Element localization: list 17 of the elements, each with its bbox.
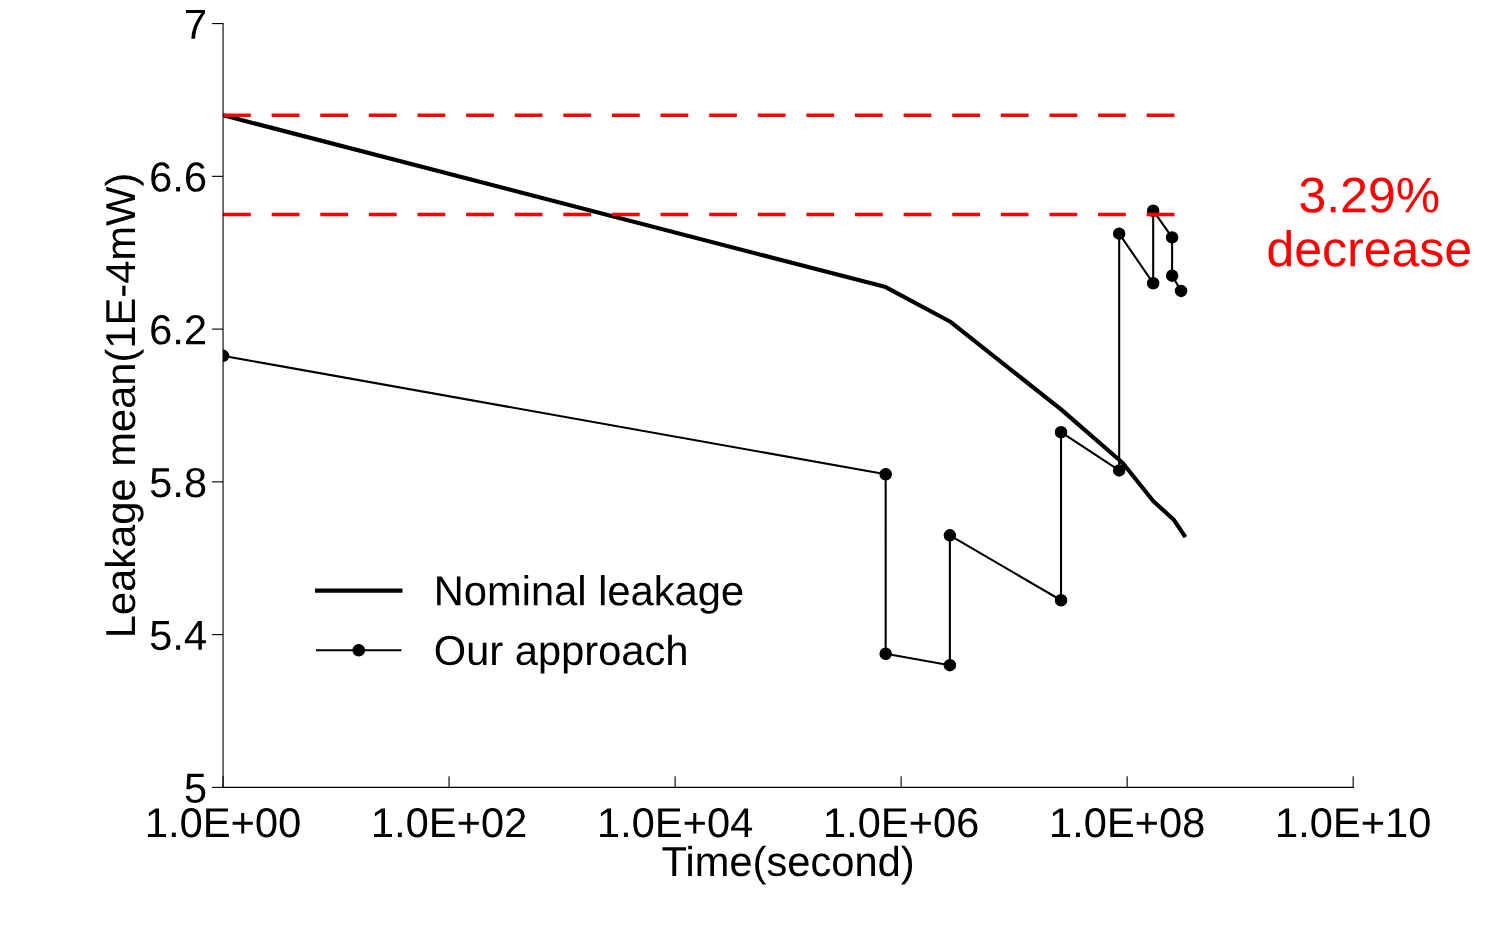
legend-label: Nominal leakage — [437, 575, 743, 614]
x-tick-label: 1.0E+10 — [1278, 807, 1430, 838]
y-tick-label: 5.8 — [150, 467, 206, 498]
y-axis-title: Leakage mean(1E-4mW) — [104, 175, 144, 635]
annotation: 3.29% decrease — [1268, 177, 1470, 267]
x-tick-label: 1.0E+02 — [374, 807, 526, 838]
legend-label: Our approach — [435, 634, 686, 674]
y-tick-label: 6.6 — [151, 162, 206, 192]
x-tick-label: 1.0E+04 — [600, 807, 753, 838]
x-axis-title: Time(second) — [662, 845, 913, 885]
y-tick-label: 7 — [186, 10, 205, 39]
y-tick-label: 5 — [185, 773, 206, 803]
y-tick-label: 6.2 — [151, 315, 205, 345]
x-tick-label: 1.0E+06 — [826, 807, 978, 838]
x-tick-label: 1.0E+00 — [148, 807, 300, 838]
y-tick-label: 5.4 — [150, 621, 206, 651]
x-tick-label: 1.0E+08 — [1052, 807, 1204, 838]
